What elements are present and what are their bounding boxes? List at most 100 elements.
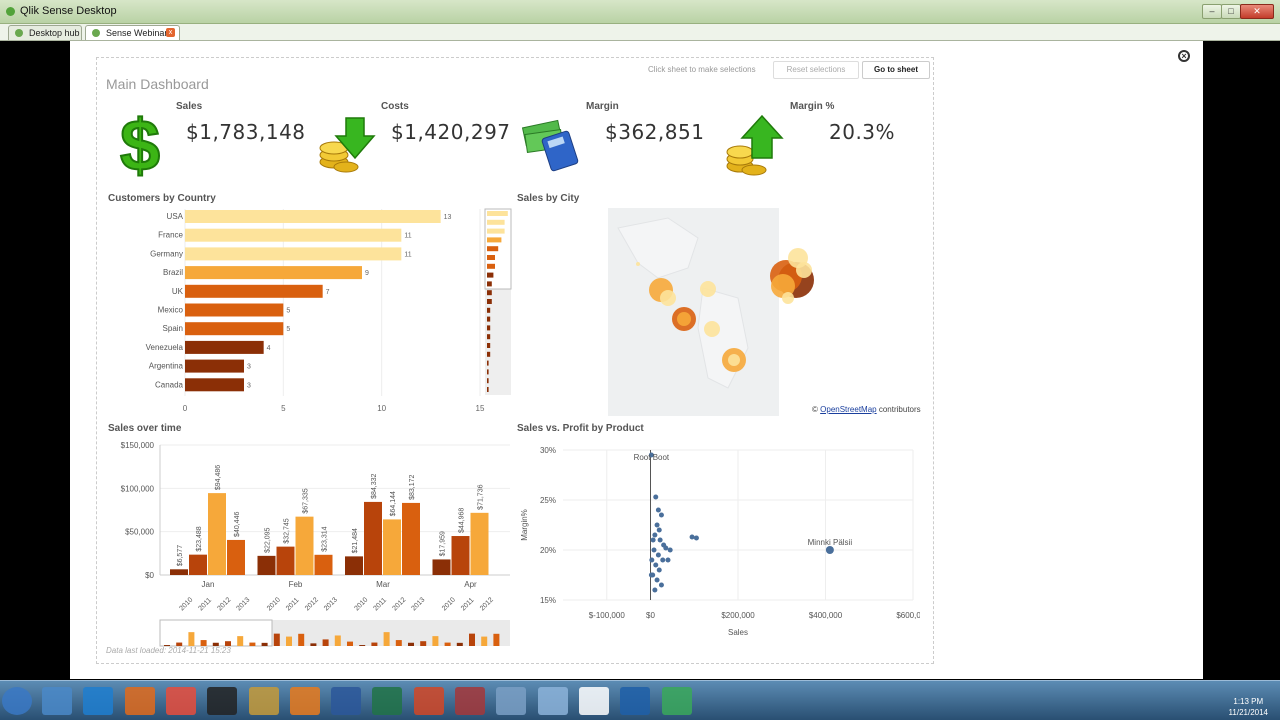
navigator-bar: [298, 633, 305, 646]
navigator-bar: [444, 642, 451, 646]
bar: [185, 359, 244, 373]
x-axis-label: Sales: [728, 628, 748, 637]
maximize-icon[interactable]: □: [1221, 4, 1241, 19]
qlikview-icon[interactable]: [620, 687, 651, 715]
qlik-sense-icon[interactable]: [661, 687, 692, 715]
x-tick-label: 5: [281, 404, 286, 413]
scatter-chart-title: Sales vs. Profit by Product: [517, 423, 644, 434]
data-label: 9: [365, 270, 369, 277]
navigator-bar: [261, 642, 268, 646]
go-to-sheet-button[interactable]: Go to sheet: [862, 61, 930, 79]
city-bubble: [728, 354, 740, 366]
word-icon[interactable]: [331, 687, 362, 715]
scatter-point: [654, 577, 660, 583]
tab-sense-webinar[interactable]: Sense Webinar x: [85, 25, 180, 40]
tab-desktop-hub[interactable]: Desktop hub: [8, 25, 82, 40]
year-label: 2010: [353, 596, 369, 612]
scatter-point: [660, 557, 666, 563]
minimize-icon[interactable]: –: [1202, 4, 1222, 19]
x-tick-label: $200,000: [721, 611, 755, 620]
sales-over-time-chart[interactable]: $0 $50,000 $100,000 $150,000 $6,577 2010 $23,4…: [104, 436, 514, 650]
sales-city-map[interactable]: [608, 208, 818, 416]
outlook-icon[interactable]: [289, 687, 320, 715]
minichart-bar: [487, 228, 505, 234]
navigator-bar: [456, 642, 463, 646]
firefox-icon[interactable]: [124, 687, 155, 715]
bar: [276, 546, 295, 575]
bar: [402, 502, 420, 575]
calculator-icon[interactable]: [496, 687, 527, 715]
data-label: $94,486: [215, 465, 222, 490]
openstreetmap-link[interactable]: OpenStreetMap: [820, 405, 877, 414]
data-label: $23,488: [196, 526, 203, 551]
year-label: 2010: [441, 596, 457, 612]
data-label: $83,172: [409, 475, 416, 500]
year-label: 2013: [323, 596, 339, 612]
month-label: Feb: [289, 580, 303, 589]
point-annotation: Minnki Pälsii: [808, 538, 853, 547]
excel-icon[interactable]: [372, 687, 403, 715]
left-margin: [0, 41, 70, 679]
bar: [185, 266, 362, 280]
minichart-bar: [487, 219, 505, 225]
year-label: 2013: [235, 596, 251, 612]
data-label: $40,446: [234, 512, 241, 537]
data-label: 4: [267, 345, 271, 352]
city-bubble: [782, 292, 794, 304]
customers-bar-chart[interactable]: 0 5 10 15 USA 13 France 11 Germany 11 Brazil 9 UK 7 Me…: [100, 205, 515, 420]
kpi-margin-value: $362,851: [605, 120, 705, 144]
minichart-bar: [487, 263, 495, 269]
signature-icon[interactable]: [578, 687, 609, 715]
start-orb-icon[interactable]: [2, 687, 32, 715]
clock-time: 1:13 PM: [1233, 697, 1264, 706]
credit-suffix: contributors: [878, 405, 921, 414]
time-chart-title: Sales over time: [108, 423, 182, 434]
sales-profit-scatter[interactable]: $-100,000 $0 $200,000 $400,000 $600,000 30% 25…: [515, 440, 920, 640]
bar: [364, 501, 382, 575]
window-titlebar: Qlik Sense Desktop – □ ✕: [0, 0, 1280, 24]
y-tick-label: $50,000: [125, 528, 154, 537]
window-title: Qlik Sense Desktop: [20, 5, 117, 17]
category-label: Spain: [163, 324, 183, 333]
navigator-bar: [164, 645, 170, 646]
bar: [185, 284, 323, 298]
navigator-bar: [200, 640, 207, 646]
minichart-bar: [487, 237, 502, 243]
y-tick-label: 20%: [540, 546, 556, 555]
coins-down-arrow-icon: [319, 117, 376, 173]
y-axis-label: Margin%: [520, 509, 529, 541]
bar: [383, 519, 401, 575]
folder-icon[interactable]: [248, 687, 279, 715]
year-label: 2011: [372, 597, 388, 613]
data-label: 11: [404, 233, 411, 240]
kpi-sales-value: $1,783,148: [186, 120, 306, 144]
access-icon[interactable]: [455, 687, 485, 715]
year-label: 2010: [178, 596, 194, 612]
navigator-bar: [176, 642, 183, 646]
navigator-bar: [420, 641, 427, 646]
city-bubble: [704, 321, 720, 337]
y-tick-label: $0: [145, 571, 154, 580]
navigator-bar: [347, 641, 353, 646]
close-sheet-icon[interactable]: ×: [1178, 50, 1190, 62]
close-icon[interactable]: ✕: [1240, 4, 1274, 19]
data-label: $84,332: [371, 474, 378, 499]
bar: [189, 554, 207, 575]
system-clock[interactable]: 1:13 PM 11/21/2014: [1229, 696, 1268, 718]
data-label: 3: [247, 364, 251, 371]
powerpoint-icon[interactable]: [413, 687, 444, 715]
minichart-bar: [487, 281, 492, 287]
chrome-icon[interactable]: [165, 687, 196, 715]
bar: [185, 210, 441, 223]
control-panel-icon[interactable]: [42, 687, 72, 715]
navigator-bar: [469, 633, 475, 646]
reset-selections-button[interactable]: Reset selections: [773, 61, 859, 79]
ie-icon[interactable]: [83, 687, 114, 715]
bar: [185, 247, 402, 261]
navigator-bar: [408, 642, 414, 646]
category-label: Brazil: [163, 268, 183, 277]
tab-close-icon[interactable]: x: [166, 28, 175, 37]
terminal-icon[interactable]: [207, 687, 238, 715]
notepad-icon[interactable]: [537, 687, 568, 715]
app-icon: [6, 7, 15, 16]
